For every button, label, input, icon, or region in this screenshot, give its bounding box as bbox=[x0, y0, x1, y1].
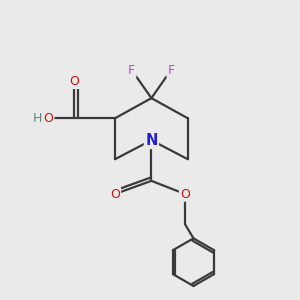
Text: F: F bbox=[128, 64, 135, 76]
Text: O: O bbox=[69, 75, 79, 88]
Text: N: N bbox=[145, 133, 158, 148]
Text: F: F bbox=[167, 64, 175, 76]
Text: H: H bbox=[33, 112, 42, 125]
Text: O: O bbox=[110, 188, 120, 200]
Text: O: O bbox=[44, 112, 53, 125]
Text: O: O bbox=[180, 188, 190, 200]
